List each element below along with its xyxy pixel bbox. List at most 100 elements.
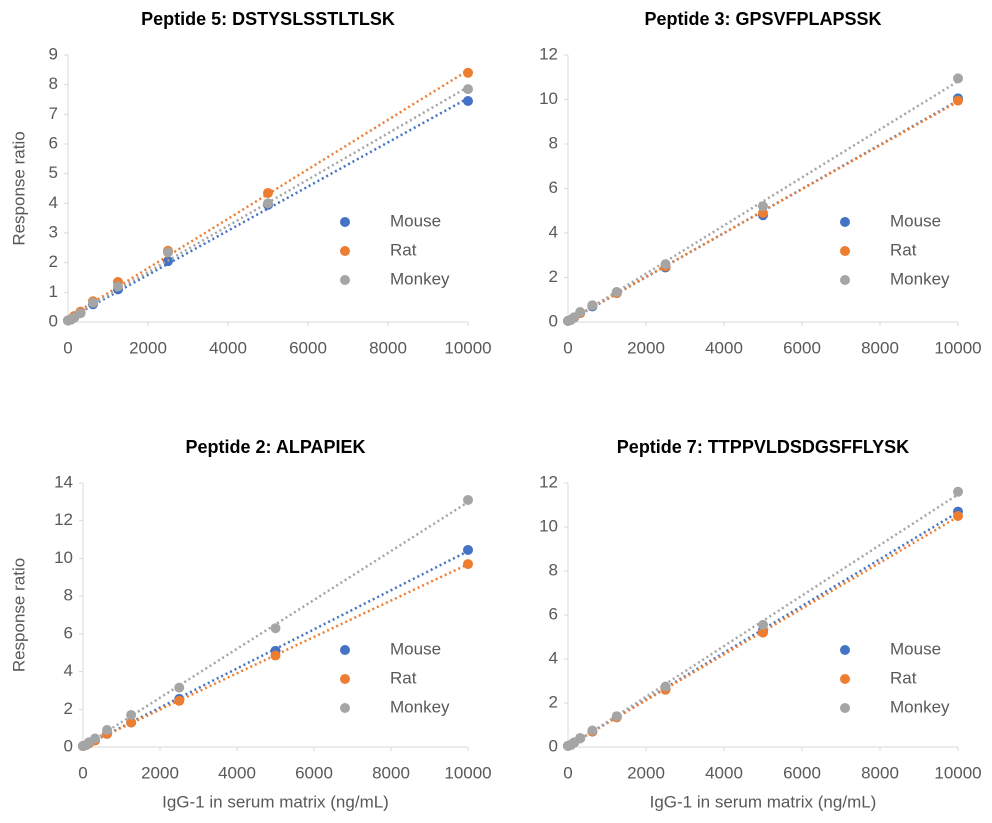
- x-tick-label: 6000: [783, 763, 821, 782]
- y-tick-label: 7: [49, 104, 58, 123]
- chart-title: Peptide 3: GPSVFPLAPSSK: [644, 9, 881, 29]
- data-point: [126, 717, 137, 728]
- x-tick-label: 0: [563, 763, 572, 782]
- y-tick-label: 14: [54, 472, 73, 491]
- chart-title: Peptide 5: DSTYSLSSTLTLSK: [141, 9, 395, 29]
- data-point: [88, 297, 98, 308]
- data-point: [102, 725, 113, 736]
- data-point: [575, 733, 586, 744]
- y-tick-label: 4: [549, 648, 558, 667]
- x-tick-label: 2000: [129, 338, 167, 357]
- data-point: [90, 733, 101, 744]
- y-tick-label: 4: [49, 193, 58, 212]
- x-tick-label: 2000: [627, 338, 665, 357]
- legend-label: Rat: [890, 240, 917, 259]
- trendline: [82, 563, 469, 748]
- y-tick-label: 0: [549, 736, 558, 755]
- data-point: [758, 619, 768, 630]
- x-tick-label: 4000: [705, 338, 743, 357]
- y-tick-label: 8: [549, 560, 558, 579]
- x-tick-label: 2000: [627, 763, 665, 782]
- chart-title: Peptide 2: ALPAPIEK: [185, 437, 365, 457]
- data-point: [463, 84, 473, 95]
- x-tick-label: 4000: [705, 763, 743, 782]
- y-axis-label: Response ratio: [9, 558, 28, 672]
- y-tick-label: 6: [64, 623, 73, 642]
- x-tick-label: 10000: [444, 338, 491, 357]
- x-tick-label: 8000: [861, 338, 899, 357]
- y-tick-label: 12: [539, 472, 558, 491]
- y-tick-label: 5: [49, 163, 58, 182]
- y-axis-label: Response ratio: [9, 131, 28, 245]
- trendline: [567, 80, 959, 323]
- y-tick-label: 3: [49, 222, 58, 241]
- legend-marker: [840, 275, 850, 285]
- data-point: [660, 259, 671, 270]
- data-point: [463, 544, 473, 555]
- legend-label: Rat: [890, 668, 917, 687]
- trendline: [82, 501, 469, 748]
- data-point: [174, 695, 185, 706]
- data-point: [953, 511, 963, 521]
- data-point: [463, 559, 473, 570]
- data-point: [575, 306, 586, 317]
- data-point: [463, 67, 473, 78]
- x-tick-label: 10000: [444, 763, 491, 782]
- legend-label: Monkey: [390, 269, 450, 288]
- y-tick-label: 0: [64, 736, 73, 755]
- legend-label: Mouse: [890, 639, 941, 658]
- y-tick-label: 8: [549, 133, 558, 152]
- x-tick-label: 6000: [289, 338, 327, 357]
- data-point: [953, 95, 963, 106]
- data-point: [174, 682, 185, 693]
- data-point: [587, 725, 598, 736]
- x-tick-label: 6000: [783, 338, 821, 357]
- data-point: [587, 300, 598, 311]
- y-tick-label: 9: [49, 44, 58, 63]
- data-point: [758, 627, 768, 638]
- legend-marker: [340, 275, 350, 285]
- legend-label: Mouse: [390, 639, 441, 658]
- data-point: [263, 187, 273, 198]
- y-tick-label: 10: [54, 548, 73, 567]
- legend-marker: [840, 645, 850, 655]
- x-tick-label: 4000: [209, 338, 247, 357]
- legend-marker: [340, 217, 350, 227]
- y-tick-label: 2: [549, 692, 558, 711]
- y-tick-label: 12: [539, 44, 558, 63]
- x-tick-label: 6000: [295, 763, 333, 782]
- legend-marker: [840, 217, 850, 227]
- x-tick-label: 4000: [218, 763, 256, 782]
- x-tick-label: 8000: [861, 763, 899, 782]
- data-point: [660, 681, 671, 692]
- legend-label: Monkey: [890, 697, 950, 716]
- y-tick-label: 0: [549, 311, 558, 330]
- y-tick-label: 2: [49, 252, 58, 271]
- y-tick-label: 12: [54, 510, 73, 529]
- legend-label: Mouse: [390, 211, 441, 230]
- data-point: [463, 494, 473, 505]
- y-tick-label: 10: [539, 516, 558, 535]
- trendline: [67, 97, 469, 321]
- data-point: [270, 623, 281, 634]
- data-point: [953, 73, 963, 84]
- data-point: [611, 711, 622, 722]
- y-tick-label: 4: [64, 661, 73, 680]
- data-point: [263, 198, 273, 209]
- x-tick-label: 8000: [369, 338, 407, 357]
- y-tick-label: 1: [49, 282, 58, 301]
- y-tick-label: 2: [64, 699, 73, 718]
- y-tick-label: 6: [549, 178, 558, 197]
- x-tick-label: 0: [563, 338, 572, 357]
- legend-label: Monkey: [890, 269, 950, 288]
- y-tick-label: 6: [49, 133, 58, 152]
- legend-label: Monkey: [390, 697, 450, 716]
- y-tick-label: 10: [539, 89, 558, 108]
- legend-marker: [840, 674, 850, 684]
- data-point: [163, 247, 173, 258]
- legend-marker: [340, 674, 350, 684]
- data-point: [953, 486, 963, 497]
- y-tick-label: 4: [549, 222, 558, 241]
- legend-label: Rat: [390, 668, 417, 687]
